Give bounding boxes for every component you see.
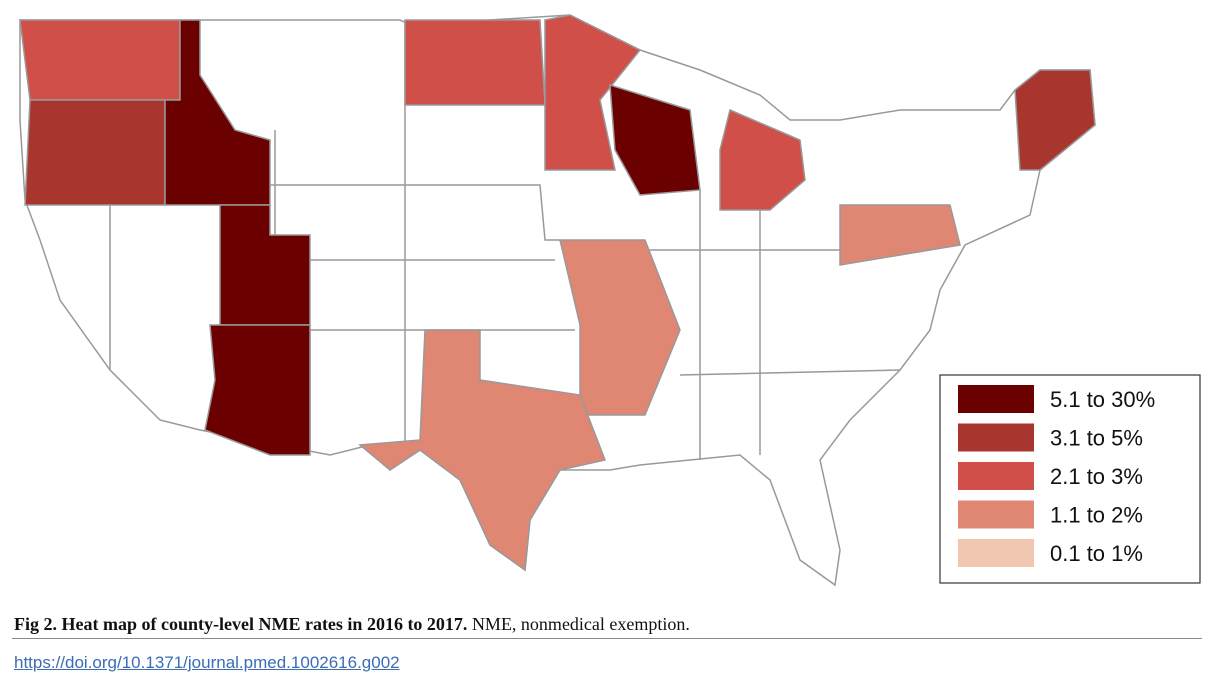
region [358,329,607,572]
region [839,204,961,266]
caption-text: NME, nonmedical exemption. [467,614,690,634]
regions [19,14,1096,572]
region [164,19,271,206]
caption-title: Fig 2. Heat map of county-level NME rate… [14,614,468,634]
region [719,108,806,211]
legend-label: 1.1 to 2% [1050,503,1143,528]
region [24,99,166,206]
legend-swatch [958,462,1034,490]
legend-label: 2.1 to 3% [1050,464,1143,489]
map: 5.1 to 30% 3.1 to 5% 2.1 to 3% 1.1 to 2% 0.1… [19,14,1201,587]
region [19,19,181,101]
legend-swatch [958,385,1034,413]
region [544,14,642,171]
region [204,324,311,456]
legend: 5.1 to 30% 3.1 to 5% 2.1 to 3% 1.1 to 2% 0.1… [939,374,1201,584]
legend-label: 0.1 to 1% [1050,541,1143,566]
divider [12,638,1202,639]
legend-swatch [958,500,1034,529]
legend-swatch [958,423,1034,452]
region [559,239,681,416]
region [1014,69,1096,171]
legend-label: 3.1 to 5% [1050,426,1143,451]
region [404,19,546,106]
legend-swatch [958,539,1034,567]
caption: Fig 2. Heat map of county-level NME rate… [14,614,690,635]
legend-label: 5.1 to 30% [1050,387,1155,412]
doi-link[interactable]: https://doi.org/10.1371/journal.pmed.100… [14,653,400,672]
region [609,83,701,196]
